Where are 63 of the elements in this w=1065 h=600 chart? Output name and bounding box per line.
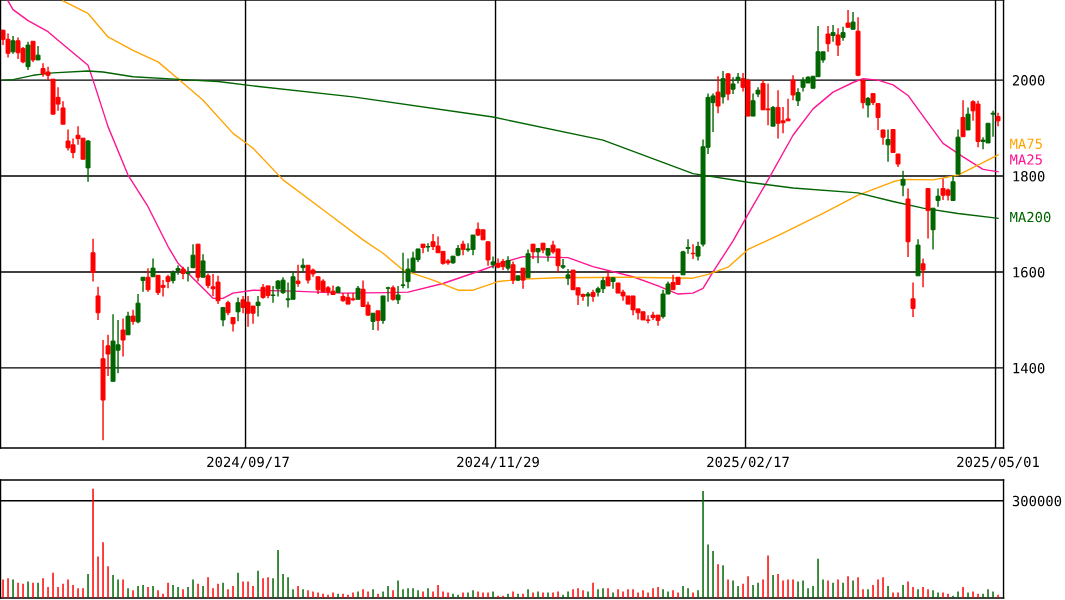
candlestick — [725, 72, 731, 101]
candlestick — [770, 105, 776, 127]
candlestick — [790, 74, 796, 101]
x-tick-label: 2025/02/17 — [707, 456, 789, 469]
x-tick-label: 2024/11/29 — [457, 456, 539, 469]
candlestick — [300, 257, 306, 273]
candlestick — [15, 36, 21, 60]
candlestick — [140, 276, 146, 293]
series-label: MA25 — [1010, 154, 1042, 165]
candlestick — [865, 96, 871, 119]
series-label: MA75 — [1010, 138, 1042, 149]
candlestick — [375, 310, 381, 332]
candlestick — [885, 128, 891, 163]
candlestick — [200, 253, 206, 278]
candlestick — [720, 70, 726, 105]
candlestick — [925, 187, 931, 240]
candlestick — [565, 268, 571, 286]
x-tick-label: 2024/09/17 — [207, 456, 289, 469]
candlestick — [25, 41, 31, 71]
candlestick — [95, 286, 101, 321]
series-label: MA200 — [1010, 211, 1051, 223]
candlestick — [935, 187, 941, 208]
candlestick — [150, 257, 156, 278]
y-tick-label: 1800 — [1013, 171, 1045, 182]
y-tick-label: 2000 — [1012, 75, 1045, 86]
candlestick — [255, 295, 261, 318]
candlestick — [5, 32, 11, 59]
candlestick — [750, 92, 756, 117]
candlestick — [900, 170, 906, 197]
candlestick — [835, 27, 841, 57]
candlestick — [560, 258, 566, 270]
candlestick — [920, 257, 926, 289]
y-tick-label: 1600 — [1013, 266, 1045, 278]
candlestick — [220, 306, 226, 327]
candlestick — [940, 177, 946, 201]
candlestick — [425, 242, 431, 253]
x-tick-label: 2025/05/01 — [957, 456, 1039, 469]
y-tick-label: 300000 — [1012, 495, 1062, 507]
candlestick — [30, 40, 36, 63]
candlestick — [145, 267, 151, 293]
candlestick — [525, 248, 531, 279]
candlestick — [90, 238, 96, 283]
y-tick-label: 1400 — [1013, 362, 1045, 374]
candlestick — [520, 267, 526, 290]
candlestick — [395, 285, 401, 305]
candlestick — [135, 293, 141, 324]
candlestick — [830, 24, 836, 43]
candlestick — [120, 317, 126, 358]
candlestick — [860, 79, 866, 110]
candlestick — [510, 260, 516, 285]
candlestick — [950, 175, 956, 202]
candlestick — [535, 247, 541, 265]
candlestick — [845, 9, 851, 29]
candlestick — [910, 281, 916, 318]
candlestick — [295, 264, 301, 288]
candlestick — [35, 45, 41, 61]
candlestick — [965, 106, 971, 131]
candlestick — [960, 99, 966, 138]
candlestick — [715, 75, 721, 114]
candlestick — [235, 296, 241, 323]
candlestick — [125, 311, 131, 336]
candlestick — [825, 25, 831, 53]
candlestick — [585, 291, 591, 308]
